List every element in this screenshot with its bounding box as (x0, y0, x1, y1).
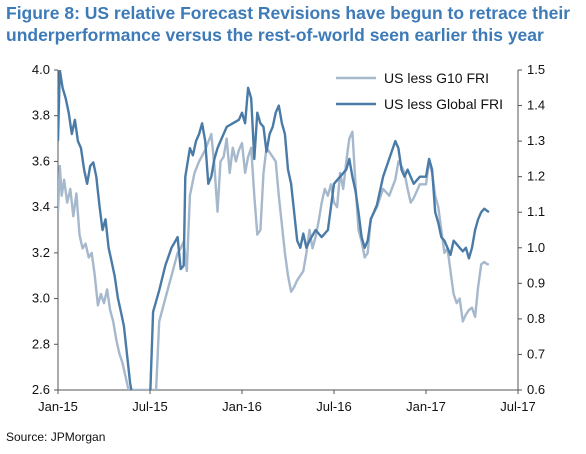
x-tick-label: Jul-15 (132, 399, 167, 414)
y-left-tick-label: 4.0 (32, 62, 50, 77)
source-note: Source: JPMorgan (6, 430, 106, 444)
y-right-tick-label: 1.2 (527, 169, 545, 184)
y-right-tick-label: 0.9 (527, 275, 545, 290)
y-right-tick-label: 1.3 (527, 133, 545, 148)
y-left-tick-label: 3.0 (32, 291, 50, 306)
y-right-tick-label: 0.8 (527, 311, 545, 326)
axes: 2.6 2.8 3.0 3.2 3.4 3.6 3.8 4.0 0.6 0.7 0.8 0.9 1.0 1… (32, 62, 545, 414)
chart-title: Figure 8: US relative Forecast Revisions… (6, 3, 571, 45)
y-right-tick-label: 0.6 (527, 382, 545, 397)
y-left-tick-label: 2.6 (32, 382, 50, 397)
y-left-tick-label: 3.8 (32, 108, 50, 123)
x-tick-label: Jul-17 (500, 399, 535, 414)
y-left-tick-label: 3.6 (32, 153, 50, 168)
x-tick-label: Jan-16 (222, 399, 262, 414)
y-left-tick-label: 2.8 (32, 336, 50, 351)
y-left-tick-label: 3.4 (32, 199, 50, 214)
legend-label: US less G10 FRI (384, 70, 489, 86)
x-tick-label: Jan-17 (406, 399, 446, 414)
y-right-tick-label: 1.4 (527, 98, 545, 113)
x-tick-label: Jan-15 (38, 399, 78, 414)
y-right-tick-label: 1.1 (527, 204, 545, 219)
legend: US less G10 FRI US less Global FRI (336, 70, 503, 112)
x-tick-label: Jul-16 (316, 399, 351, 414)
y-right-tick-label: 1.0 (527, 240, 545, 255)
series-line-us-less-g10-fri (58, 130, 489, 390)
y-left-tick-label: 3.2 (32, 245, 50, 260)
y-right-tick-label: 1.5 (527, 62, 545, 77)
legend-label: US less Global FRI (384, 96, 503, 112)
y-right-tick-label: 0.7 (527, 346, 545, 361)
series-line-us-less-global-fri (58, 70, 490, 390)
series-layer (58, 70, 490, 390)
